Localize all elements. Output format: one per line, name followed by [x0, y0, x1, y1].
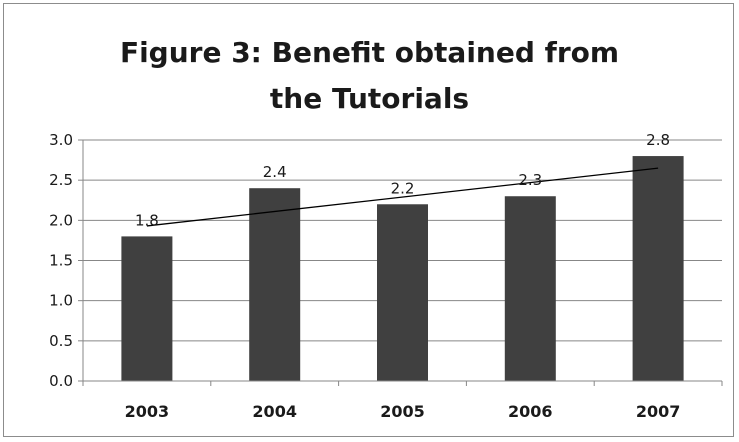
- labels: 0.0 0.5 1.0 1.5 2.0 2.5 3.0 2003 2004 2005 2006 200…: [49, 131, 680, 421]
- chart-title-line-2: the Tutorials: [269, 82, 470, 115]
- y-tick-label: 2.5: [49, 171, 73, 189]
- y-tick-label: 0.0: [49, 372, 73, 390]
- data-label: 2.8: [646, 131, 670, 149]
- y-tick-label: 1.5: [49, 252, 73, 270]
- axes: [78, 139, 723, 386]
- data-label: 2.3: [518, 171, 542, 189]
- data-label: 1.8: [135, 211, 159, 229]
- trendline: [146, 167, 659, 227]
- bar-2006: [504, 196, 556, 381]
- data-label: 2.4: [263, 163, 287, 181]
- bar-2004: [249, 188, 301, 381]
- bar-2005: [377, 204, 428, 381]
- bar-2003: [121, 236, 173, 381]
- y-tick-label: 0.5: [49, 332, 73, 350]
- x-tick-label: 2006: [508, 402, 553, 421]
- trendline-layer: [146, 167, 659, 227]
- x-tick-label: 2004: [252, 402, 297, 421]
- y-tick-label: 3.0: [49, 131, 73, 149]
- y-tick-label: 2.0: [49, 211, 73, 229]
- x-tick-label: 2005: [380, 402, 425, 421]
- x-tick-label: 2007: [636, 402, 681, 421]
- y-tick-label: 1.0: [49, 292, 73, 310]
- x-tick-label: 2003: [125, 402, 170, 421]
- chart-title-line-1: Figure 3: Benefit obtained from: [119, 36, 620, 69]
- data-label: 2.2: [391, 179, 415, 197]
- bar-2007: [632, 156, 684, 381]
- bars: [121, 156, 684, 381]
- chart-title: Figure 3: Benefit obtained from the Tuto…: [0, 30, 739, 122]
